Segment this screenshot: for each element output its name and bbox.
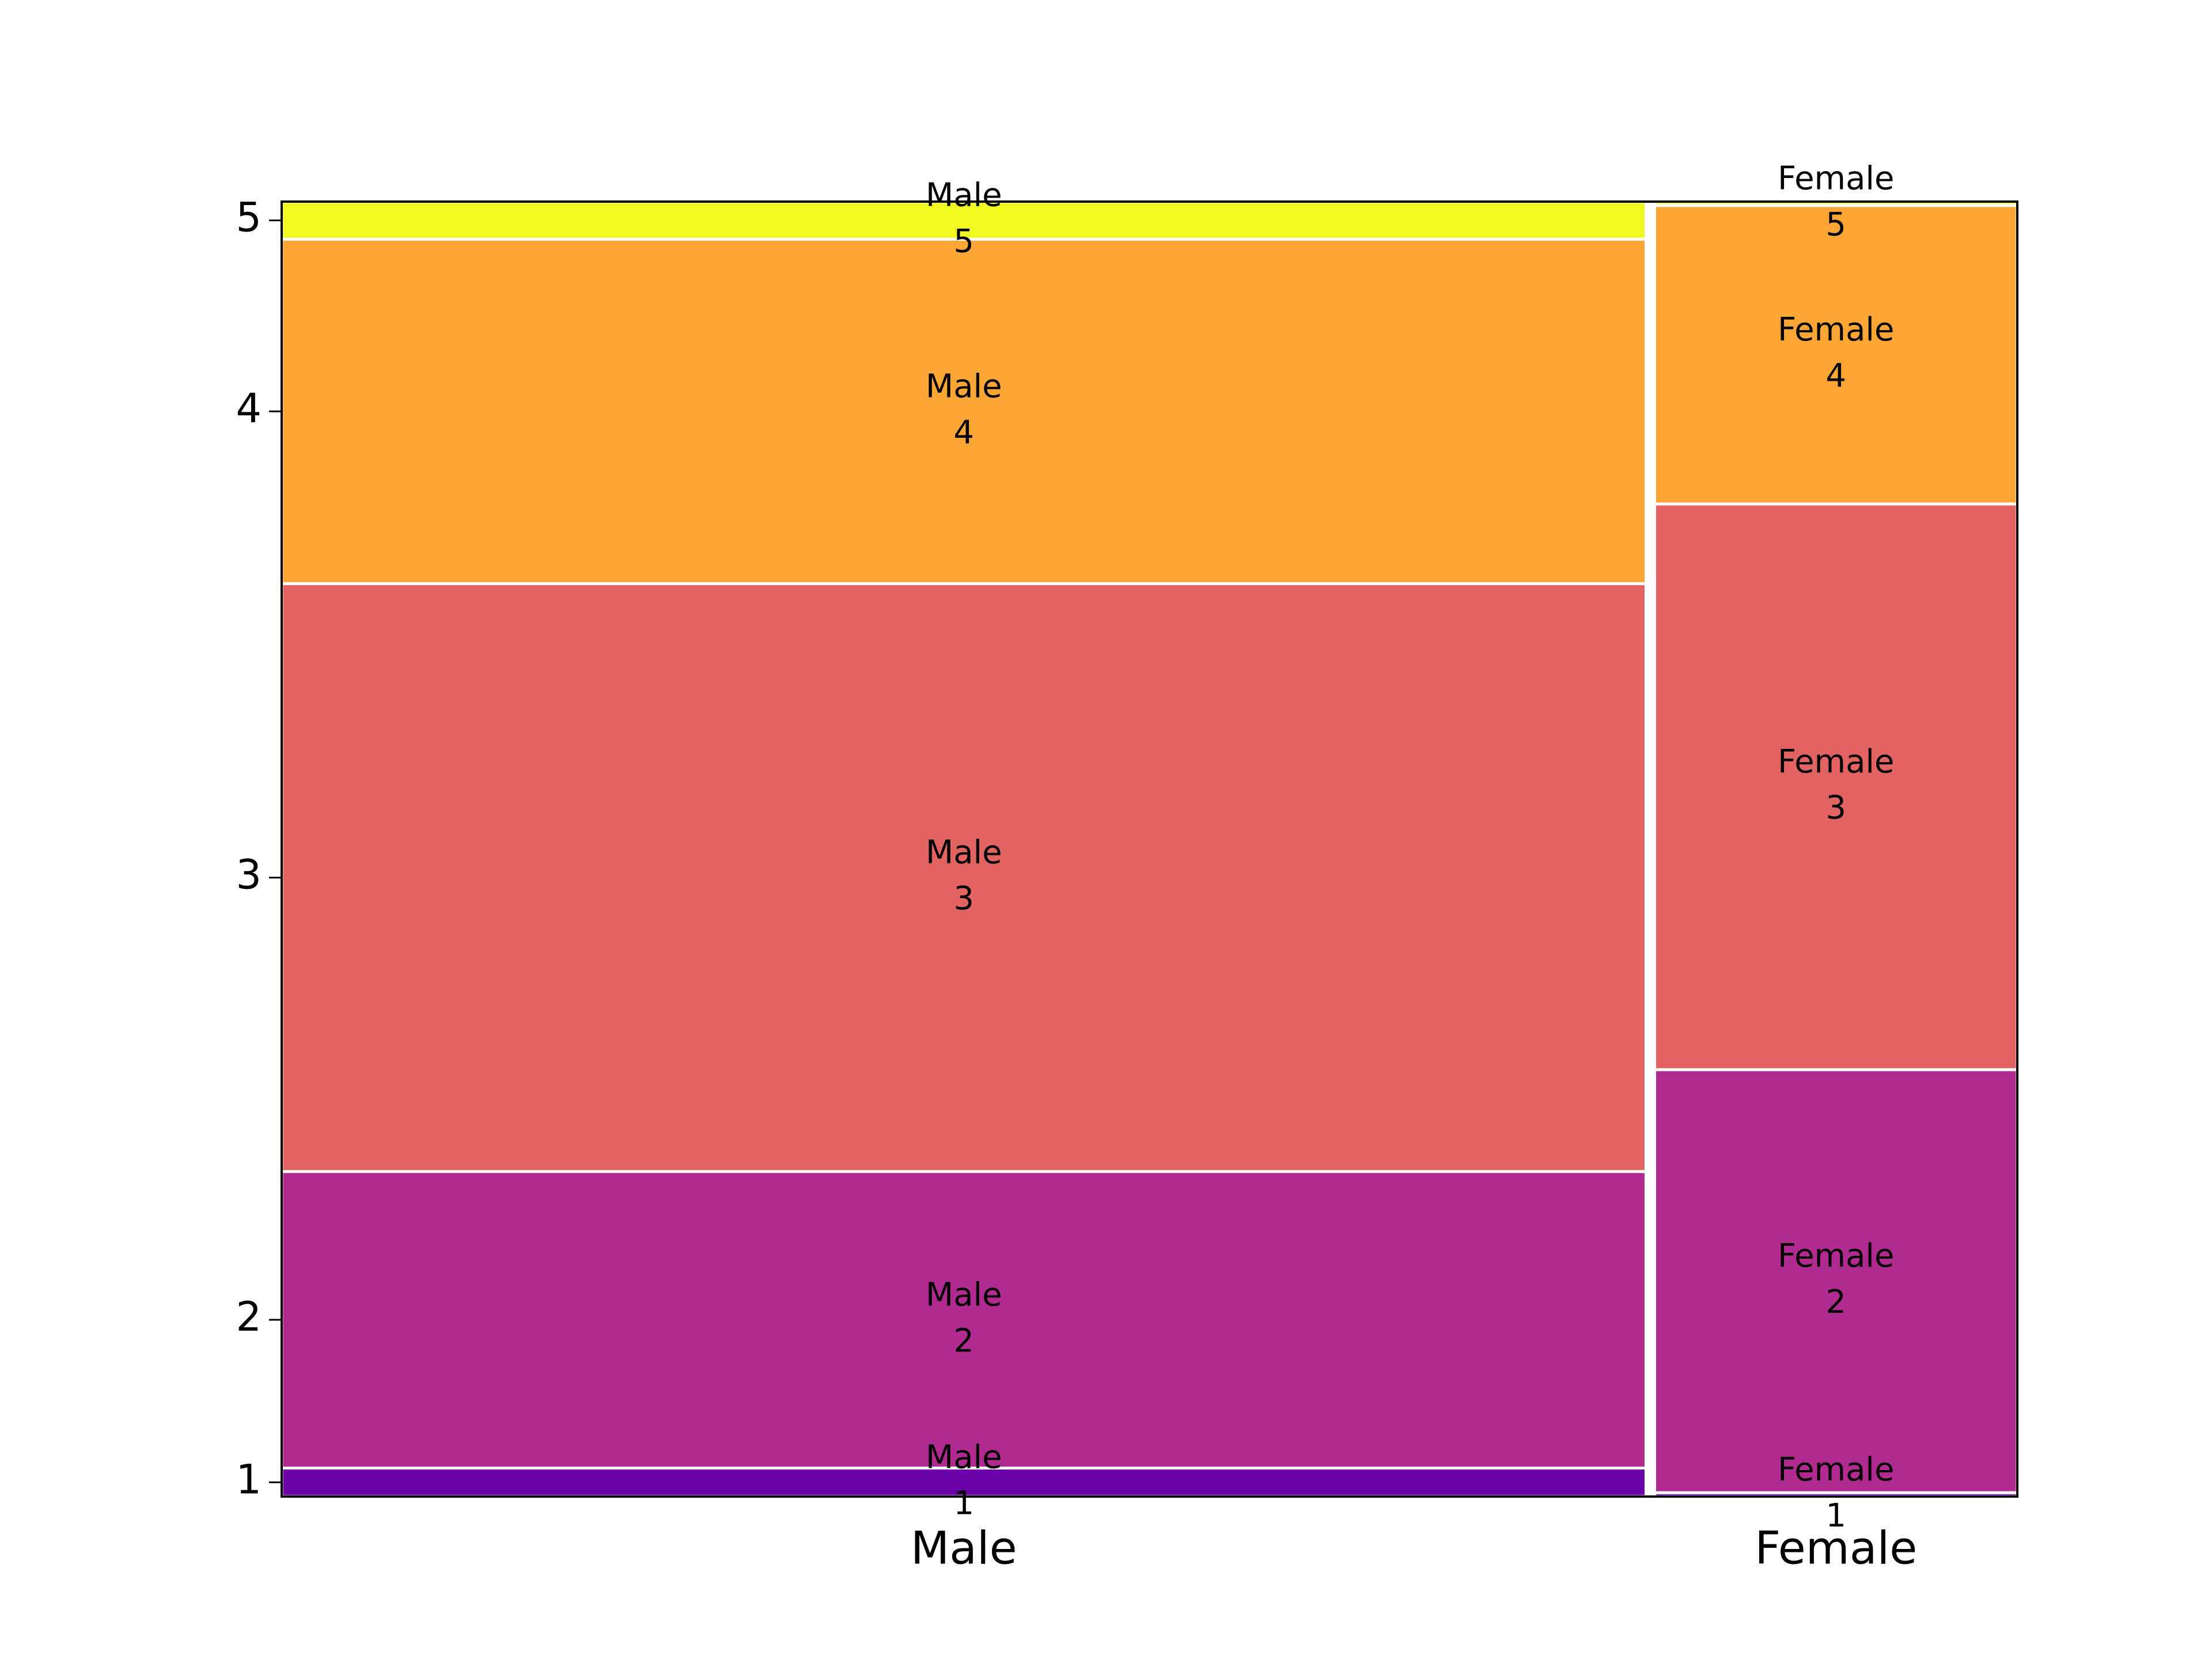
- tile-label: 1: [953, 1484, 974, 1522]
- x-tick-label: Female: [1755, 1522, 1917, 1574]
- tile-label: Female: [1778, 1451, 1894, 1488]
- y-tick-label: 5: [236, 194, 262, 241]
- tile-label: 4: [953, 414, 974, 451]
- tile-label: 1: [1825, 1497, 1846, 1535]
- tile-label: Female: [1778, 743, 1894, 781]
- tile-label: Male: [926, 1438, 1002, 1476]
- tile-label: 2: [953, 1322, 974, 1359]
- tile-label: Male: [926, 177, 1002, 214]
- tile-label: Male: [926, 368, 1002, 405]
- tile-label: Female: [1778, 1237, 1894, 1275]
- axes-frame: [281, 200, 2018, 1498]
- tile-label: Female: [1778, 160, 1894, 198]
- tile-label: 3: [953, 880, 974, 918]
- mosaic-tile: [280, 200, 1647, 241]
- y-tick-label: 2: [236, 1293, 262, 1340]
- y-tick-label: 4: [236, 385, 262, 432]
- tile-label: 5: [953, 223, 974, 260]
- tile-label: 4: [1825, 357, 1846, 395]
- tile-label: 2: [1825, 1283, 1846, 1321]
- mosaic-tile: [280, 582, 1647, 1173]
- x-tick-label: Male: [911, 1522, 1017, 1574]
- mosaic-tile: [1653, 502, 2019, 1071]
- mosaic-tile: [1653, 1068, 2019, 1494]
- mosaic-tile: [280, 1170, 1647, 1470]
- tile-label: Male: [926, 834, 1002, 872]
- y-tick-label: 3: [236, 851, 262, 898]
- y-tick-label: 1: [236, 1456, 262, 1503]
- tile-label: 5: [1825, 206, 1846, 244]
- tile-label: Male: [926, 1276, 1002, 1313]
- tile-label: 3: [1825, 789, 1846, 827]
- mosaic-tile: [1653, 204, 2019, 506]
- mosaic-tile: [280, 237, 1647, 585]
- tile-label: Female: [1778, 311, 1894, 349]
